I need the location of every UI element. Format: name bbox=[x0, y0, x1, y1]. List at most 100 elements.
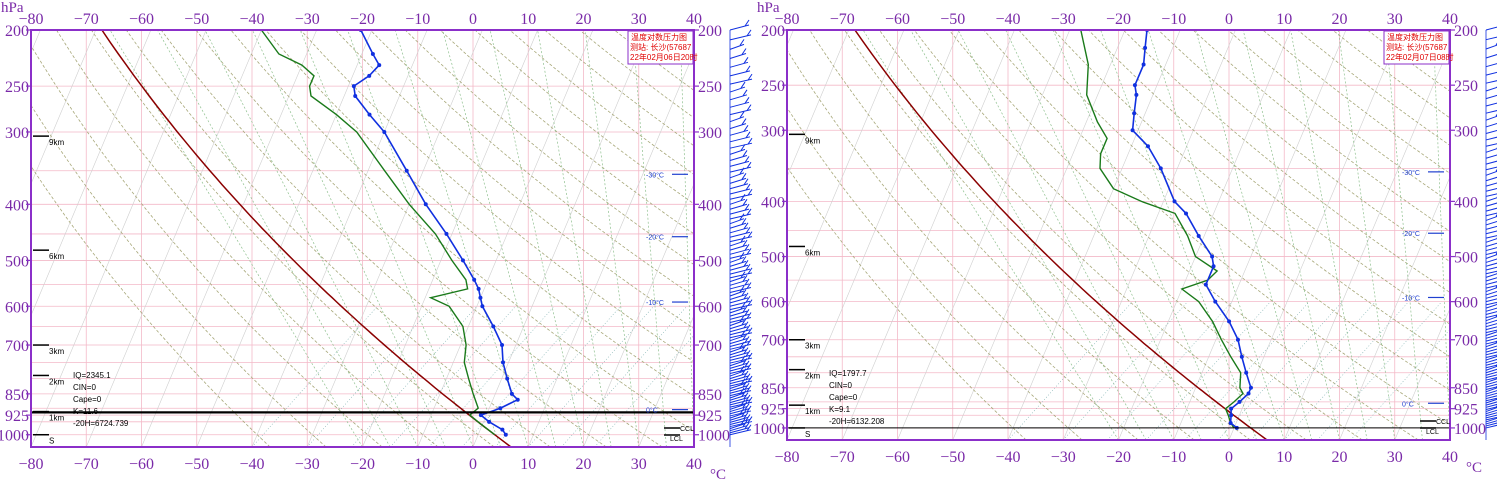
x-tick-top: −50 bbox=[184, 11, 209, 28]
temperature-point bbox=[367, 73, 372, 78]
y-tick-left: 500 bbox=[761, 250, 785, 267]
index-iq: IQ=1797.7 bbox=[829, 369, 867, 378]
temperature-curve bbox=[1131, 30, 1252, 429]
moist-adiabat bbox=[347, 30, 501, 447]
dry-adiabat bbox=[614, 30, 694, 91]
wind-barb bbox=[729, 403, 746, 410]
isotherm bbox=[31, 30, 152, 317]
y-tick-left: 300 bbox=[761, 123, 785, 140]
wind-barb-flag bbox=[739, 407, 745, 415]
y-tick-left: 850 bbox=[761, 381, 785, 398]
wind-barb-flag bbox=[747, 375, 753, 383]
wind-barb-flag bbox=[745, 373, 751, 380]
moist-adiabat bbox=[442, 30, 557, 447]
isotherm bbox=[306, 30, 483, 447]
iso-label: 0°C bbox=[646, 407, 658, 415]
wind-barb bbox=[729, 70, 751, 77]
iso-label: -10°C bbox=[646, 299, 664, 307]
wind-barb bbox=[1485, 176, 1497, 182]
wind-barb-flag bbox=[745, 324, 751, 332]
wind-barb bbox=[1485, 323, 1497, 328]
wind-barb bbox=[729, 313, 750, 320]
wind-barb bbox=[729, 310, 748, 317]
x-tick-top: 20 bbox=[1332, 11, 1348, 28]
moist-adiabat bbox=[157, 30, 391, 447]
y-tick-right: 925 bbox=[1454, 402, 1478, 419]
wind-barb bbox=[1485, 193, 1497, 197]
x-tick-top: −80 bbox=[18, 11, 43, 28]
dry-adiabat bbox=[125, 30, 551, 447]
index-h20: -20H=6132.208 bbox=[829, 417, 885, 426]
wind-barb bbox=[1485, 54, 1497, 59]
wind-barb bbox=[1485, 197, 1497, 202]
temperature-point bbox=[1228, 420, 1233, 425]
wind-barb-flag bbox=[739, 167, 745, 175]
wind-barb-flag bbox=[742, 89, 748, 97]
x-tick-bottom: −30 bbox=[1051, 449, 1076, 466]
wind-barb-flag bbox=[741, 390, 747, 397]
wind-barb-flag bbox=[747, 396, 753, 404]
wind-barb-flag bbox=[744, 156, 750, 163]
wind-barb-flag bbox=[744, 422, 750, 429]
dry-adiabat bbox=[230, 30, 694, 432]
height-label: 1km bbox=[805, 407, 820, 416]
dry-adiabat bbox=[787, 166, 1027, 440]
wind-barb bbox=[729, 293, 747, 300]
wind-barb bbox=[1485, 392, 1497, 397]
wind-barb-flag bbox=[743, 260, 749, 267]
x-tick-top: 30 bbox=[631, 11, 647, 28]
x-tick-bottom: −60 bbox=[885, 449, 910, 466]
temperature-point bbox=[472, 277, 477, 282]
y-tick-right: 850 bbox=[1454, 381, 1478, 398]
height-label: 3km bbox=[805, 342, 820, 351]
x-tick-top: 40 bbox=[1442, 11, 1458, 28]
x-tick-top: 10 bbox=[1276, 11, 1292, 28]
wind-barb-flag bbox=[746, 405, 752, 413]
iso-label: -20°C bbox=[646, 234, 664, 242]
y-tick-right: 700 bbox=[1454, 333, 1478, 350]
dry-adiabat bbox=[160, 30, 607, 447]
moist-adiabat bbox=[1385, 30, 1423, 440]
isotherm bbox=[787, 30, 960, 440]
isotherm bbox=[897, 30, 1070, 440]
wind-barb bbox=[1485, 44, 1497, 50]
moist-adiabat bbox=[537, 30, 612, 447]
height-label: 6km bbox=[805, 248, 820, 257]
parcel-curve bbox=[101, 30, 512, 447]
wind-barb-flag bbox=[741, 318, 747, 325]
dry-adiabat bbox=[1192, 30, 1450, 232]
x-tick-top: −60 bbox=[885, 11, 910, 28]
wind-barb bbox=[1485, 414, 1497, 419]
wind-barb bbox=[1485, 129, 1497, 135]
moist-adiabat bbox=[679, 30, 694, 447]
wind-barb-flag bbox=[739, 111, 745, 118]
wind-barb bbox=[729, 231, 751, 238]
wind-barb-flag bbox=[744, 244, 750, 251]
height-label: 6km bbox=[49, 252, 64, 261]
wind-barb-flag bbox=[741, 256, 747, 263]
skewt-panel-2: −80 −80 −70 −70 −60 −60 −50 −50 −40 −40 −30 −30 −20 −… bbox=[753, 0, 1497, 476]
wind-barb bbox=[1485, 334, 1497, 339]
moist-adiabat bbox=[632, 30, 667, 447]
wind-barb bbox=[729, 154, 748, 161]
y-tick-left: 300 bbox=[5, 125, 29, 142]
wind-barb bbox=[1485, 160, 1497, 165]
wind-barb bbox=[1485, 354, 1497, 358]
moist-adiabat bbox=[204, 30, 419, 447]
wind-barb-flag bbox=[744, 403, 750, 411]
temperature-point bbox=[1143, 45, 1148, 50]
x-tick-top: 0 bbox=[469, 11, 477, 28]
wind-barb bbox=[729, 166, 752, 173]
wind-barb bbox=[729, 340, 750, 347]
mixing-ratio-line bbox=[1284, 301, 1409, 440]
wind-barb-flag bbox=[740, 418, 746, 425]
mixing-ratio-line bbox=[1063, 301, 1188, 440]
wind-barb bbox=[1485, 136, 1497, 141]
wind-barb-flag bbox=[746, 424, 752, 432]
index-cape: Cape=0 bbox=[829, 393, 858, 402]
wind-barb-flag bbox=[747, 416, 753, 423]
y-tick-right: 1000 bbox=[1454, 421, 1486, 438]
parcel-curve bbox=[854, 30, 1268, 440]
moist-adiabat bbox=[1005, 30, 1202, 440]
temperature-point bbox=[500, 343, 505, 348]
